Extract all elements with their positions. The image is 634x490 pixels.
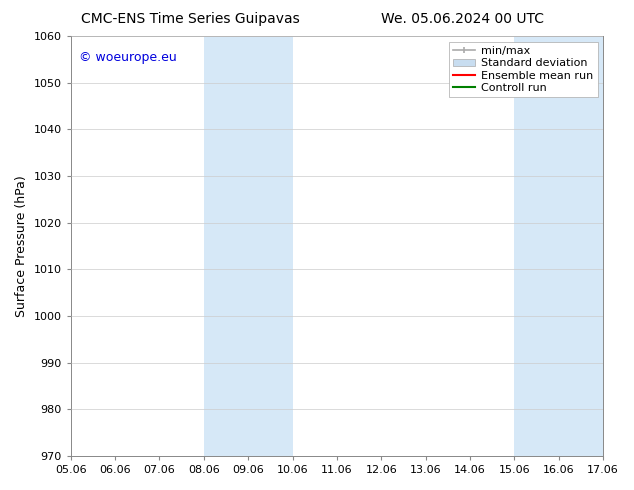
Legend: min/max, Standard deviation, Ensemble mean run, Controll run: min/max, Standard deviation, Ensemble me… <box>449 42 598 97</box>
Text: We. 05.06.2024 00 UTC: We. 05.06.2024 00 UTC <box>381 12 545 26</box>
Bar <box>514 36 603 456</box>
Text: CMC-ENS Time Series Guipavas: CMC-ENS Time Series Guipavas <box>81 12 300 26</box>
Bar <box>204 36 292 456</box>
Y-axis label: Surface Pressure (hPa): Surface Pressure (hPa) <box>15 175 28 317</box>
Text: © woeurope.eu: © woeurope.eu <box>79 51 176 64</box>
